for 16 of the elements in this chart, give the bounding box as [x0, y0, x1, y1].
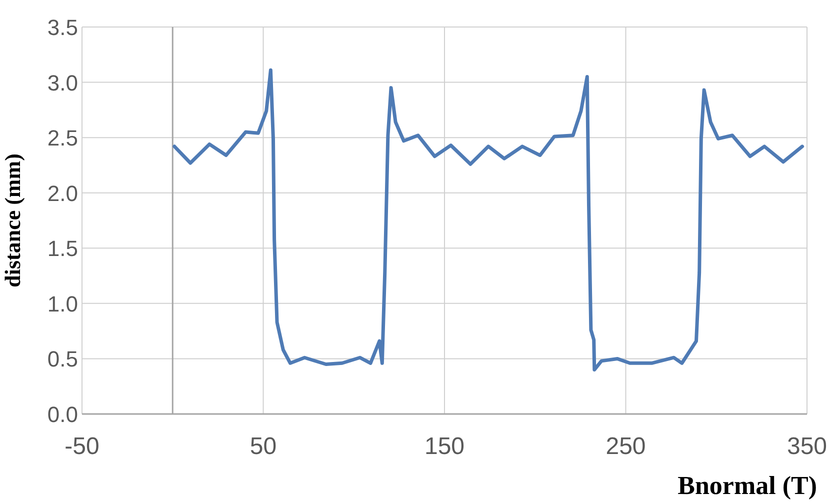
x-axis-title: Bnormal (T) — [678, 471, 817, 500]
y-tick-label: 0.5 — [47, 346, 78, 372]
x-tick-label: -50 — [64, 433, 100, 460]
y-tick-label: 3.5 — [47, 15, 78, 40]
x-tick-label: 50 — [250, 433, 277, 460]
x-tick-label: 250 — [606, 433, 646, 460]
y-axis-title: distance (mm) — [0, 154, 25, 288]
y-tick-label: 2.0 — [47, 180, 78, 206]
x-tick-label: 150 — [424, 433, 465, 460]
line-series — [172, 68, 804, 372]
y-tick-label: 1.0 — [47, 291, 78, 316]
y-tick-label: 0.0 — [47, 402, 78, 427]
y-tick-label: 2.5 — [47, 126, 78, 151]
x-tick-label: 350 — [786, 433, 828, 460]
y-tick-label: 3.0 — [47, 70, 78, 96]
y-tick-label: 1.5 — [47, 236, 78, 262]
